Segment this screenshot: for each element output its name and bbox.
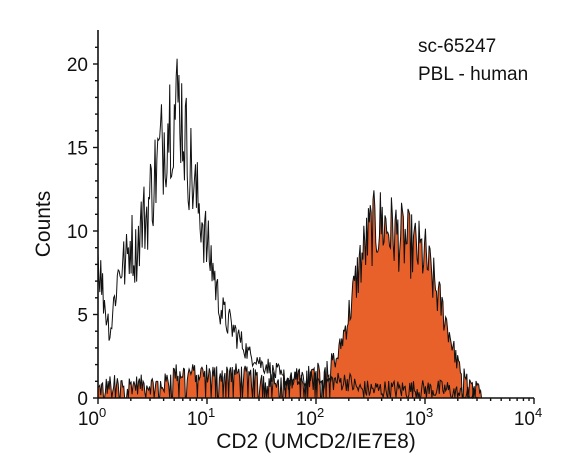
cd2-stained-histogram (97, 190, 485, 399)
y-tick-label: 15 (67, 139, 88, 160)
y-tick-label: 10 (67, 222, 88, 243)
histogram-series-layer (97, 58, 485, 400)
y-tick-label: 0 (77, 389, 88, 410)
y-axis-title: Counts (32, 191, 55, 258)
x-tick-label: 103 (405, 405, 433, 430)
x-axis-title: CD2 (UMCD2/IE7E8) (216, 430, 416, 453)
y-tick-label: 5 (77, 306, 88, 327)
x-tick-label: 104 (514, 405, 542, 430)
x-tick-label: 102 (296, 405, 324, 430)
x-axis-ticks: 100 101 102 103 104 (78, 398, 542, 430)
y-axis-ticks: 0 5 10 15 20 (67, 46, 98, 410)
x-tick-label: 100 (78, 405, 106, 430)
x-tick-label: 101 (187, 405, 215, 430)
y-tick-label: 20 (67, 55, 88, 76)
annotation-catalog-number: sc-65247 (418, 36, 496, 57)
annotation-sample: PBL - human (418, 64, 528, 85)
